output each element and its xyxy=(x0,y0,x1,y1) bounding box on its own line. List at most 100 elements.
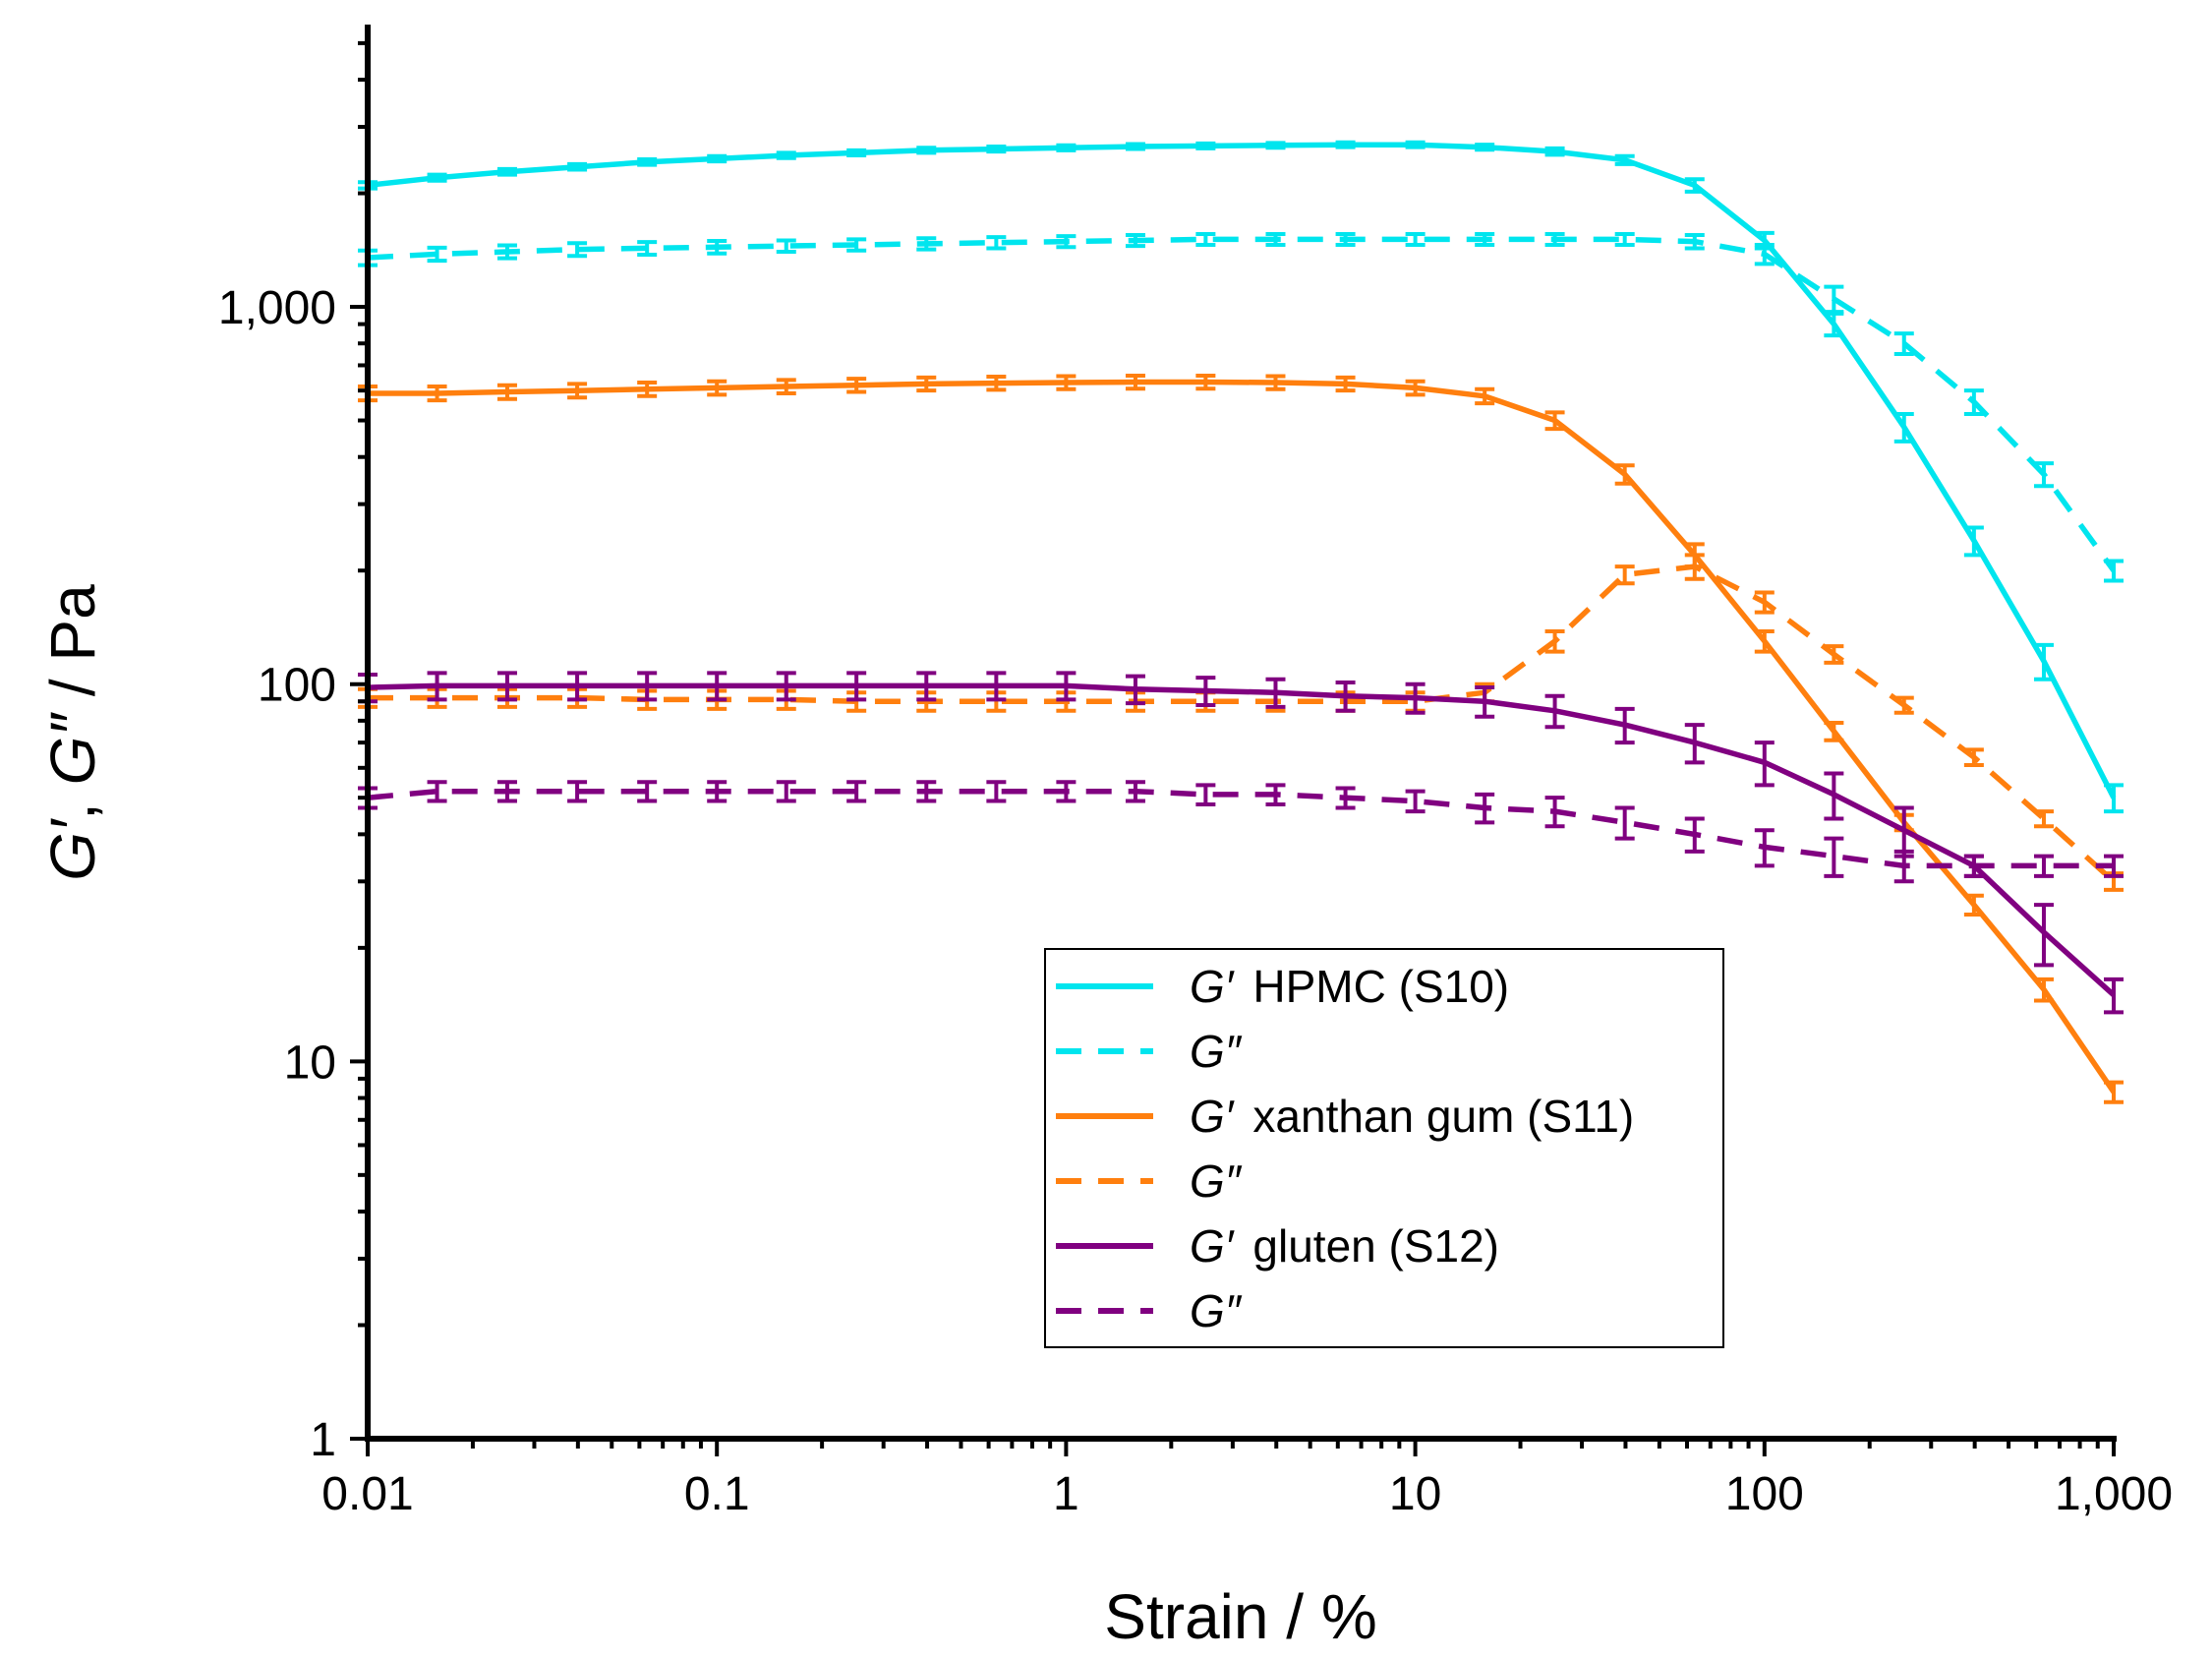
error-bar xyxy=(1475,231,1495,247)
error-bar xyxy=(1125,142,1145,151)
series-line xyxy=(368,563,2116,884)
y-axis-title: G′, G″ / Pa xyxy=(37,584,108,881)
error-bar xyxy=(1125,374,1145,391)
series-0 xyxy=(358,140,2124,814)
error-bar xyxy=(1405,140,1426,149)
error-bar xyxy=(1754,828,1775,868)
error-bar xyxy=(1125,674,1145,706)
error-bar xyxy=(1125,780,1145,803)
series-line xyxy=(367,788,2114,869)
error-bar xyxy=(776,378,796,395)
error-bar xyxy=(1405,379,1426,397)
error-bar xyxy=(1475,685,1495,719)
error-bar xyxy=(567,382,588,400)
error-bar xyxy=(1754,740,1775,788)
error-bar xyxy=(1893,411,1914,444)
x-tick-label: 0.01 xyxy=(321,1468,413,1520)
error-bar xyxy=(986,235,1007,251)
error-bar xyxy=(986,375,1007,392)
error-bar xyxy=(1684,553,1705,581)
legend-modulus: G′ xyxy=(1190,1091,1235,1142)
error-bar xyxy=(986,145,1007,154)
error-bar xyxy=(1754,590,1775,615)
series-line xyxy=(367,142,2117,799)
error-bar xyxy=(637,671,658,702)
y-axis-title-gdoubleprime: G″ xyxy=(37,712,108,786)
error-bar xyxy=(846,237,867,253)
y-tick-label: 1 xyxy=(310,1414,336,1466)
error-bar xyxy=(776,238,796,254)
error-bar xyxy=(427,385,447,403)
y-tick-label: 100 xyxy=(258,660,336,712)
error-bar xyxy=(1893,695,1914,715)
error-bar xyxy=(1614,564,1635,586)
error-bar xyxy=(1544,629,1565,654)
error-bar xyxy=(1265,231,1286,247)
y-tick-label: 10 xyxy=(284,1036,336,1089)
error-bar xyxy=(707,671,728,702)
error-bar xyxy=(1963,388,1984,416)
error-bar xyxy=(1544,146,1565,157)
error-bar xyxy=(637,240,658,257)
series-3 xyxy=(358,553,2124,892)
series-layer xyxy=(358,140,2124,1104)
legend-entry: G″ xyxy=(1190,1026,1243,1077)
error-bar xyxy=(1684,233,1705,251)
error-bar xyxy=(1754,242,1775,266)
legend-entry: G″ xyxy=(1190,1155,1243,1207)
error-bar xyxy=(1824,284,1844,315)
error-bar xyxy=(1335,681,1356,713)
error-bar xyxy=(1544,796,1565,829)
error-bar xyxy=(2104,1080,2124,1104)
legend: G′ HPMC (S10)G″G′ xanthan gum (S11)G″G′ glu… xyxy=(1044,948,1724,1348)
error-bar xyxy=(2033,642,2054,681)
error-bar xyxy=(1335,375,1356,393)
error-bar xyxy=(1544,693,1565,730)
error-bar xyxy=(567,671,588,702)
error-bar xyxy=(1335,231,1356,247)
error-bar xyxy=(1614,805,1635,841)
error-bar xyxy=(707,780,728,803)
error-bar xyxy=(1335,140,1356,149)
error-bar xyxy=(496,166,517,177)
error-bar xyxy=(1195,374,1216,391)
error-bar xyxy=(1125,233,1145,249)
error-bar xyxy=(776,671,796,702)
error-bar xyxy=(1963,854,1984,878)
error-bar xyxy=(846,148,867,158)
y-tick-label: 1,000 xyxy=(218,282,336,334)
error-bar xyxy=(2033,854,2054,878)
error-bar xyxy=(2033,903,2054,968)
error-bar xyxy=(1893,849,1914,884)
y-axis-title-gprime: G′ xyxy=(37,818,108,881)
error-bar xyxy=(1265,677,1286,709)
error-bar xyxy=(496,671,517,702)
error-bar xyxy=(1614,463,1635,486)
error-bar xyxy=(1824,644,1844,665)
x-tick-label: 1 xyxy=(1053,1468,1079,1520)
error-bar xyxy=(1056,374,1077,391)
error-bar xyxy=(637,780,658,803)
error-bar xyxy=(846,377,867,394)
error-bar xyxy=(1963,893,1984,918)
error-bar xyxy=(427,671,447,702)
error-bar xyxy=(1265,141,1286,150)
legend-modulus: G″ xyxy=(1190,1155,1243,1207)
error-bar xyxy=(1614,231,1635,247)
error-bar xyxy=(916,146,937,155)
x-tick-label: 10 xyxy=(1389,1468,1441,1520)
error-bar xyxy=(2104,854,2124,878)
error-bar xyxy=(1475,143,1495,152)
x-axis-title: Strain / % xyxy=(1104,1581,1376,1652)
legend-modulus: G″ xyxy=(1190,1026,1243,1077)
legend-modulus: G′ xyxy=(1190,1220,1235,1272)
legend-entry: G′ gluten (S12) xyxy=(1190,1220,1499,1272)
error-bar xyxy=(1265,374,1286,391)
series-5 xyxy=(358,780,2124,884)
series-line xyxy=(367,236,2117,572)
error-bar xyxy=(2104,977,2124,1015)
legend-box xyxy=(1044,948,1724,1348)
error-bar xyxy=(1614,153,1635,166)
